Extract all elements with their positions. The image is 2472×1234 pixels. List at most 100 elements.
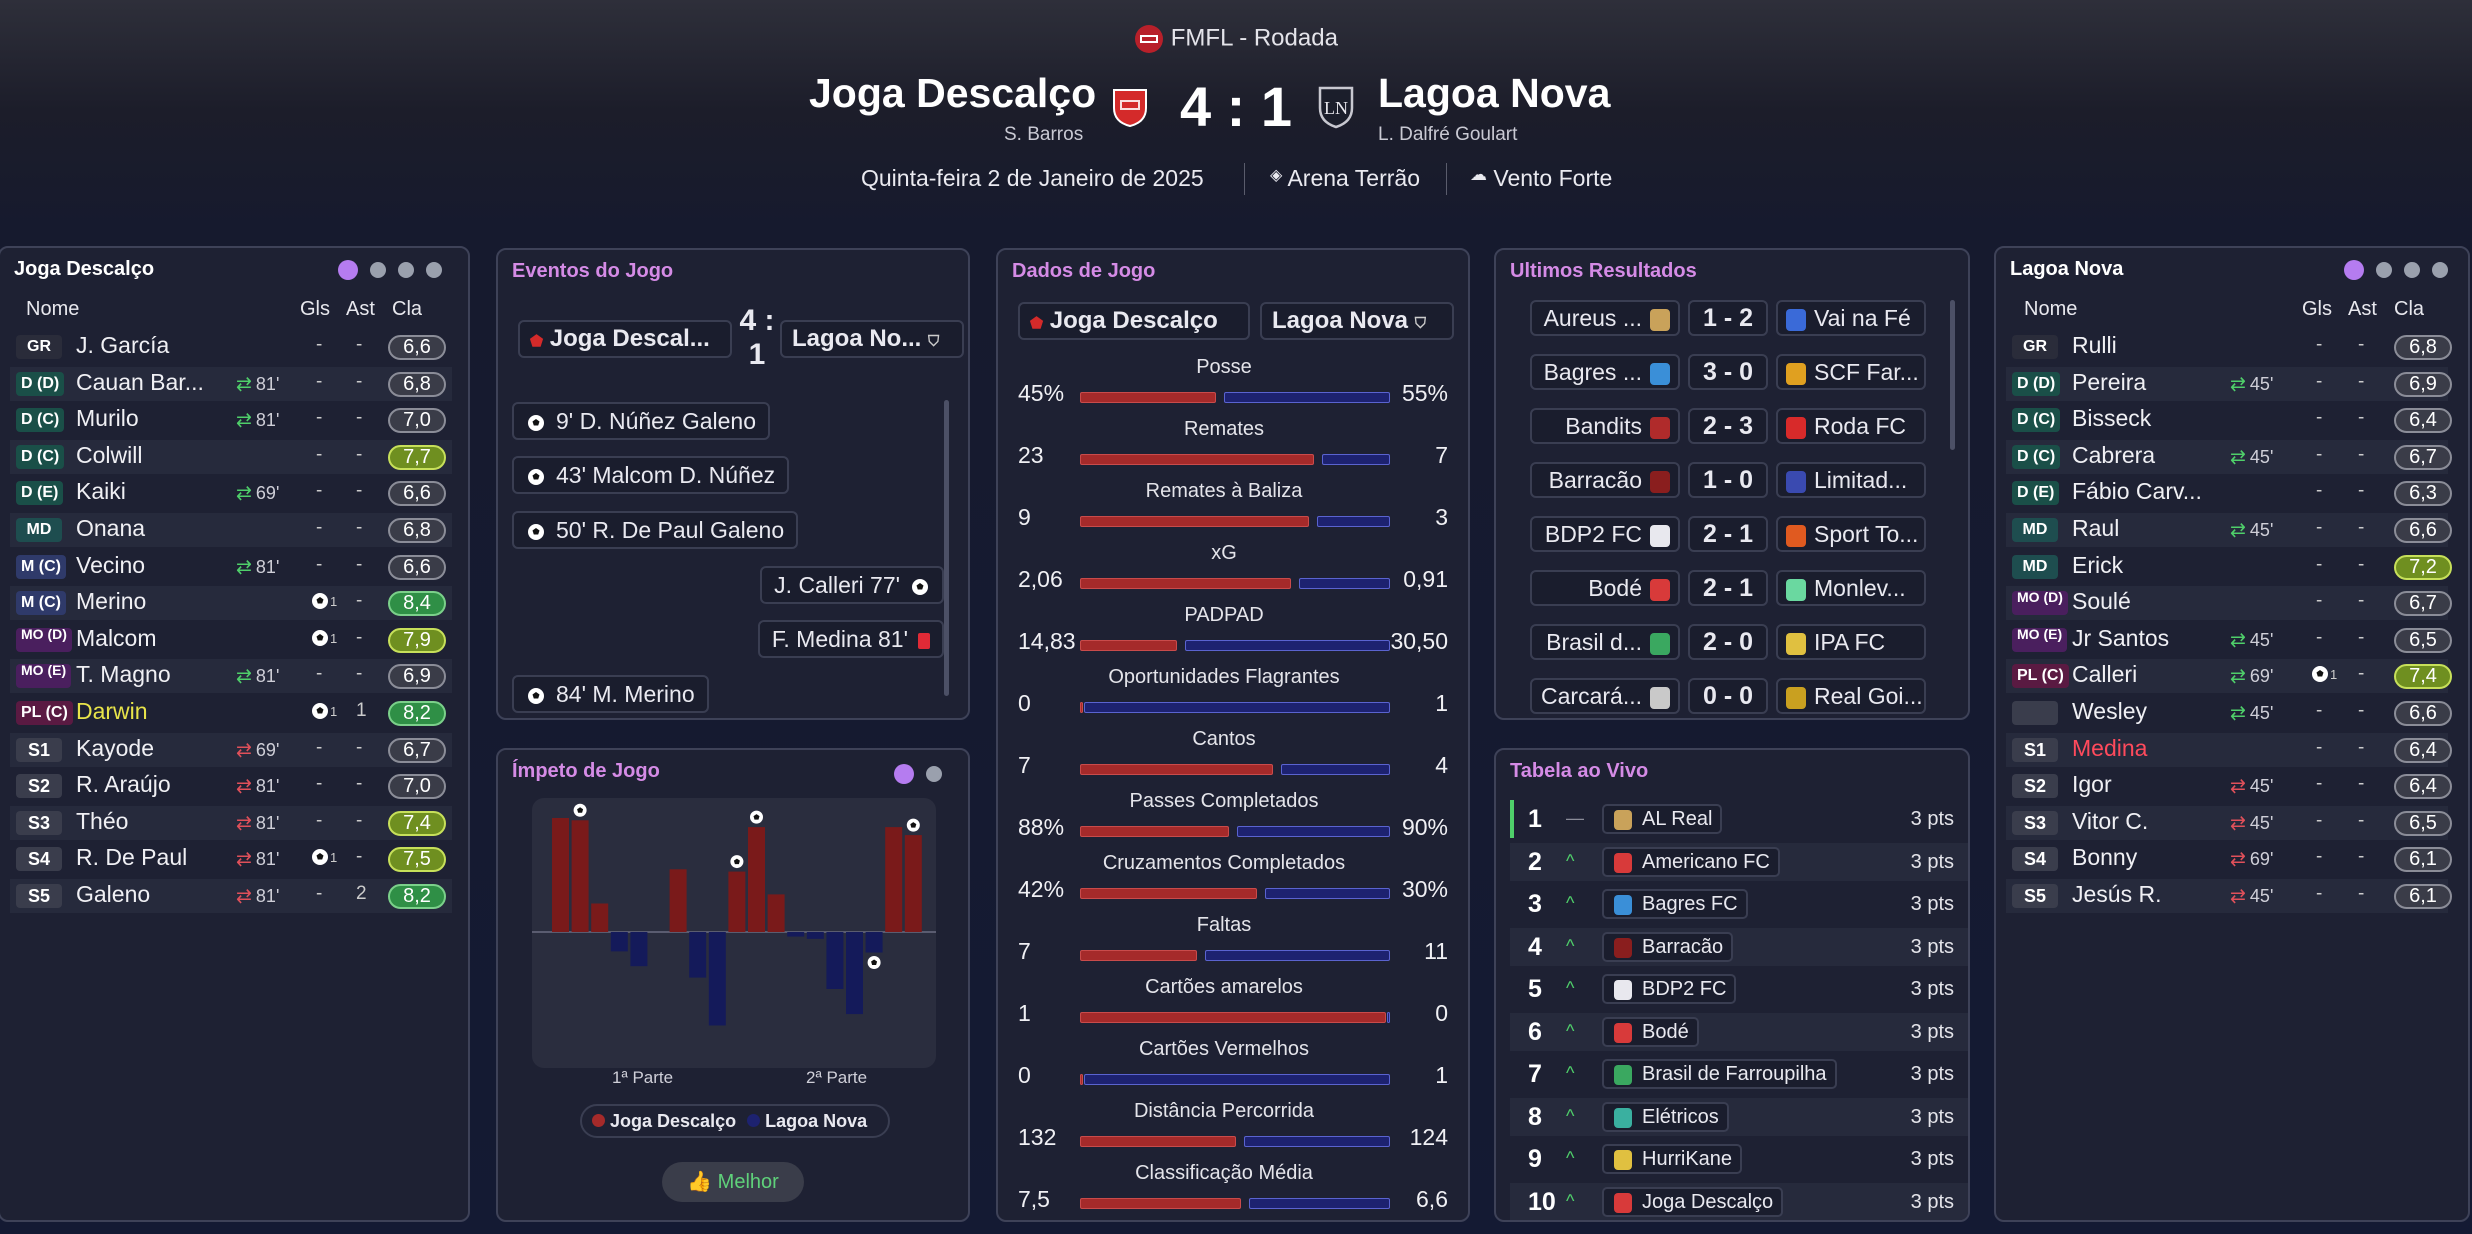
player-name[interactable]: Colwill xyxy=(76,441,143,468)
table-team[interactable]: BDP2 FC xyxy=(1602,974,1737,1004)
player-row[interactable]: S3 Théo ⇄ 81' - - 7,4 xyxy=(10,805,452,840)
player-name[interactable]: Onana xyxy=(76,515,146,541)
player-name[interactable]: Calleri xyxy=(2072,661,2138,688)
player-name[interactable]: R. De Paul xyxy=(76,844,188,871)
player-row[interactable]: D (E) Kaiki ⇄ 69' - - 6,6 xyxy=(10,476,452,510)
page-dot[interactable] xyxy=(2432,262,2448,278)
player-row[interactable]: MD Onana - - 6,8 xyxy=(10,513,452,547)
player-row[interactable]: S1 Medina - - 6,4 xyxy=(2006,732,2452,767)
result-away-team[interactable]: Vai na Fé xyxy=(1776,300,1926,336)
player-name[interactable]: Medina xyxy=(2072,734,2148,761)
player-row[interactable]: S3 Vitor C. ⇄ 45' - - 6,5 xyxy=(2006,805,2452,840)
player-name[interactable]: Wesley xyxy=(2072,698,2147,724)
player-name[interactable]: Cauan Bar... xyxy=(76,368,204,395)
table-row[interactable]: 6 ^ Bodé 3 pts xyxy=(1510,1012,1968,1051)
result-away-team[interactable]: Real Goi... xyxy=(1776,678,1926,714)
player-row[interactable]: D (C) Cabrera ⇄ 45' - - 6,7 xyxy=(2006,439,2452,474)
player-row[interactable]: D (C) Colwill - - 7,7 xyxy=(10,439,452,474)
rating-button[interactable]: 👍 Melhor xyxy=(662,1162,804,1202)
momentum-page-dots[interactable] xyxy=(894,764,942,784)
player-name[interactable]: Soulé xyxy=(2072,588,2131,615)
player-row[interactable]: D (D) Cauan Bar... ⇄ 81' - - 6,8 xyxy=(10,366,452,401)
player-row[interactable]: S2 R. Araújo ⇄ 81' - - 7,0 xyxy=(10,769,452,803)
table-team[interactable]: AL Real xyxy=(1602,804,1723,834)
column-rating-header[interactable]: Cla xyxy=(2394,298,2425,320)
page-dot[interactable] xyxy=(894,764,914,784)
table-team[interactable]: Brasil de Farroupilha xyxy=(1602,1059,1837,1089)
player-name[interactable]: Bonny xyxy=(2072,844,2138,871)
player-name[interactable]: Cabrera xyxy=(2072,441,2156,468)
player-name[interactable]: Kayode xyxy=(76,734,155,761)
player-row[interactable]: S1 Kayode ⇄ 69' - - 6,7 xyxy=(10,732,452,767)
player-name[interactable]: Bisseck xyxy=(2072,405,2152,432)
page-dot[interactable] xyxy=(2344,260,2364,280)
result-home-team[interactable]: Carcará... xyxy=(1530,678,1680,714)
page-dot[interactable] xyxy=(338,260,358,280)
event-item[interactable]: 50' R. De Paul Galeno xyxy=(512,511,799,549)
panel-page-dots[interactable] xyxy=(338,260,442,280)
player-row[interactable]: M (C) Merino 1 - 8,4 xyxy=(10,586,452,621)
result-away-team[interactable]: IPA FC xyxy=(1776,624,1926,660)
player-name[interactable]: Erick xyxy=(2072,551,2124,578)
events-home-team-tab[interactable]: ⬟ Joga Descal... xyxy=(518,320,732,358)
player-name[interactable]: Fábio Carv... xyxy=(2072,478,2202,505)
table-row[interactable]: 9 ^ HurriKane 3 pts xyxy=(1510,1140,1968,1178)
table-row[interactable]: 7 ^ Brasil de Farroupilha 3 pts xyxy=(1510,1055,1968,1093)
player-row[interactable]: MO (E) Jr Santos ⇄ 45' - - 6,5 xyxy=(2006,623,2452,657)
page-dot[interactable] xyxy=(398,262,414,278)
column-name-header[interactable]: Nome xyxy=(2024,298,2078,320)
event-item[interactable]: F. Medina 81' xyxy=(757,620,944,658)
result-away-team[interactable]: Sport To... xyxy=(1776,516,1926,552)
player-name[interactable]: J. García xyxy=(76,332,170,358)
home-team-name[interactable]: Joga Descalço xyxy=(809,70,1097,116)
table-row[interactable]: 4 ^ Barracão 3 pts xyxy=(1510,927,1968,966)
panel-page-dots[interactable] xyxy=(2344,260,2448,280)
result-away-team[interactable]: Monlev... xyxy=(1776,570,1926,606)
table-row[interactable]: 8 ^ Elétricos 3 pts xyxy=(1510,1097,1968,1136)
player-name[interactable]: Jr Santos xyxy=(2072,624,2170,651)
table-row[interactable]: 1 — AL Real 3 pts xyxy=(1510,800,1968,838)
stats-home-team-tab[interactable]: ⬟ Joga Descalço xyxy=(1018,302,1250,340)
event-item[interactable]: J. Calleri 77' xyxy=(760,566,944,604)
player-row[interactable]: M (C) Vecino ⇄ 81' - - 6,6 xyxy=(10,550,452,584)
table-team[interactable]: Barracão xyxy=(1602,931,1734,962)
table-team[interactable]: Bodé xyxy=(1602,1016,1699,1047)
player-name[interactable]: R. Araújo xyxy=(76,771,171,798)
column-assists-header[interactable]: Ast xyxy=(2348,298,2377,320)
stadium-info[interactable]: ◈ Arena Terrão xyxy=(1270,165,1420,192)
player-row[interactable]: S4 R. De Paul ⇄ 81' 1 - 7,5 xyxy=(10,842,452,876)
competition-label[interactable]: FMFL - Rodada xyxy=(1170,24,1338,52)
result-home-team[interactable]: Bandits xyxy=(1530,408,1680,444)
player-row[interactable]: MD Raul ⇄ 45' - - 6,6 xyxy=(2006,513,2452,547)
column-assists-header[interactable]: Ast xyxy=(346,298,375,320)
player-row[interactable]: Wesley ⇄ 45' - - 6,6 xyxy=(2006,696,2452,730)
page-dot[interactable] xyxy=(2376,262,2392,278)
table-team[interactable]: Americano FC xyxy=(1602,846,1780,877)
column-goals-header[interactable]: Gls xyxy=(300,298,330,320)
table-team[interactable]: Joga Descalço xyxy=(1602,1186,1784,1217)
column-goals-header[interactable]: Gls xyxy=(2302,298,2332,320)
player-name[interactable]: Malcom xyxy=(76,624,157,651)
away-team-name[interactable]: Lagoa Nova xyxy=(1378,70,1611,116)
player-row[interactable]: GR Rulli - - 6,8 xyxy=(2006,330,2452,364)
result-home-team[interactable]: Bodé xyxy=(1530,570,1680,606)
table-row[interactable]: 10 ^ Joga Descalço 3 pts xyxy=(1510,1182,1968,1220)
player-name[interactable]: Vecino xyxy=(76,551,146,578)
player-name[interactable]: T. Magno xyxy=(76,661,171,688)
table-team[interactable]: HurriKane xyxy=(1602,1144,1743,1174)
player-row[interactable]: S2 Igor ⇄ 45' - - 6,4 xyxy=(2006,769,2452,803)
player-name[interactable]: Igor xyxy=(2072,771,2112,798)
events-scrollbar[interactable] xyxy=(944,400,949,696)
home-manager[interactable]: S. Barros xyxy=(1004,124,1084,145)
player-row[interactable]: D (E) Fábio Carv... - - 6,3 xyxy=(2006,476,2452,510)
player-name[interactable]: Pereira xyxy=(2072,368,2147,395)
result-home-team[interactable]: Barracão xyxy=(1530,462,1680,498)
result-away-team[interactable]: SCF Far... xyxy=(1776,354,1926,390)
player-row[interactable]: MO (D) Malcom 1 - 7,9 xyxy=(10,623,452,657)
player-name[interactable]: Théo xyxy=(76,807,129,834)
player-name[interactable]: Kaiki xyxy=(76,478,126,505)
events-away-team-tab[interactable]: Lagoa No... ⛉ xyxy=(780,320,964,358)
page-dot[interactable] xyxy=(426,262,442,278)
page-dot[interactable] xyxy=(926,766,942,782)
table-row[interactable]: 2 ^ Americano FC 3 pts xyxy=(1510,842,1968,881)
